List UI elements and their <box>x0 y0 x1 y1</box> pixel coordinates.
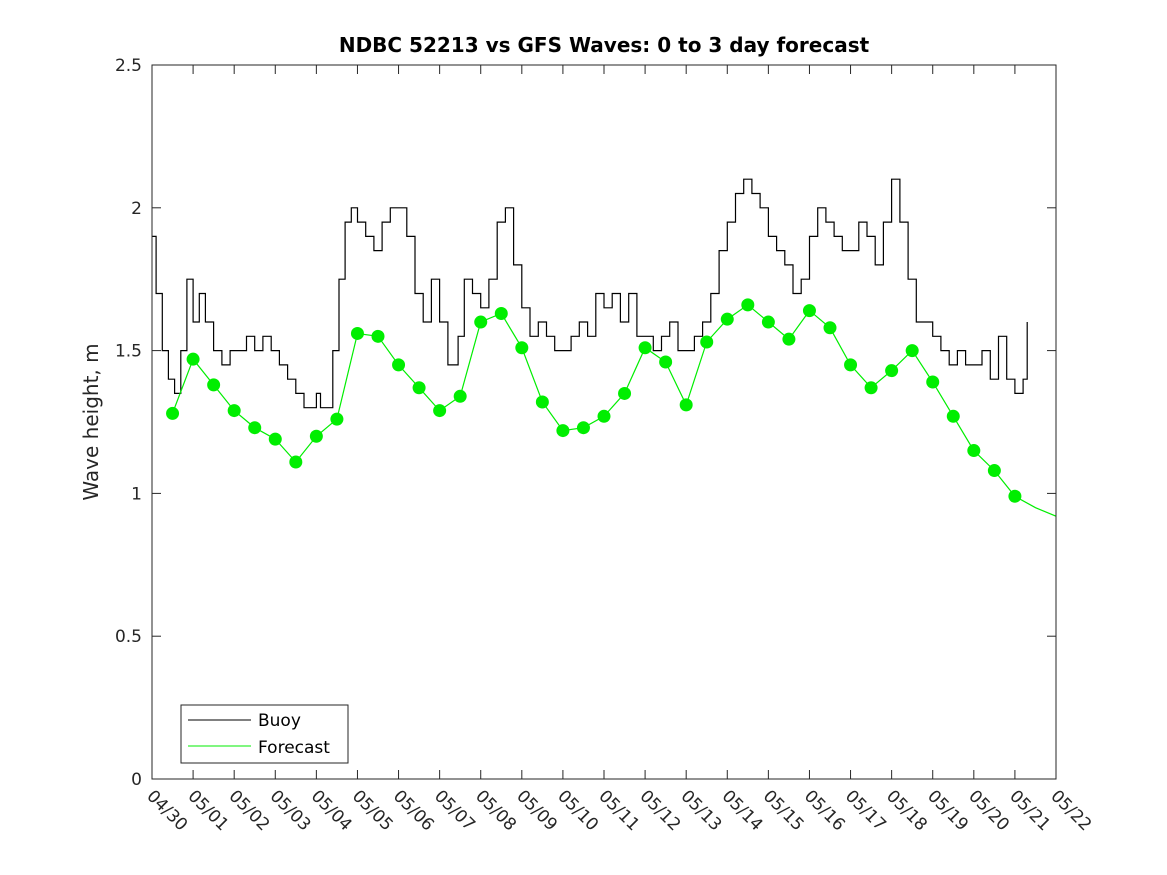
legend-label-buoy: Buoy <box>258 711 301 731</box>
y-axis: 0 0.5 1 1.5 2 2.5 <box>115 56 1056 790</box>
forecast-point <box>987 464 1001 478</box>
forecast-point <box>926 375 940 389</box>
buoy-series <box>152 178 1028 409</box>
legend-label-forecast: Forecast <box>258 738 330 758</box>
forecast-point <box>412 381 426 395</box>
forecast-point <box>207 378 221 392</box>
forecast-point <box>371 329 385 343</box>
forecast-point <box>905 344 919 358</box>
forecast-point <box>186 352 200 366</box>
forecast-point <box>433 404 447 418</box>
forecast-point <box>946 409 960 423</box>
forecast-point <box>392 358 406 372</box>
y-tick-label: 0.5 <box>115 627 142 647</box>
forecast-point <box>453 389 467 403</box>
y-tick-label: 0 <box>131 770 142 790</box>
forecast-point <box>597 409 611 423</box>
forecast-point <box>309 429 323 443</box>
forecast-point <box>761 315 775 329</box>
forecast-point <box>474 315 488 329</box>
forecast-point <box>844 358 858 372</box>
forecast-point <box>659 355 673 369</box>
forecast-point <box>166 406 180 420</box>
forecast-point <box>330 412 344 426</box>
forecast-point <box>576 421 590 435</box>
y-tick-label: 2 <box>131 199 142 219</box>
forecast-point <box>289 455 303 469</box>
forecast-point <box>782 332 796 346</box>
forecast-point <box>515 341 529 355</box>
legend-box <box>180 704 349 764</box>
forecast-point <box>350 326 364 340</box>
y-tick-label: 1.5 <box>115 342 142 362</box>
forecast-point <box>227 404 241 418</box>
forecast-point <box>823 321 837 335</box>
forecast-point <box>1008 489 1022 503</box>
forecast-point <box>248 421 262 435</box>
legend: Buoy Forecast <box>180 704 349 764</box>
chart-title: NDBC 52213 vs GFS Waves: 0 to 3 day fore… <box>339 33 870 57</box>
forecast-point <box>556 424 570 438</box>
forecast-point <box>700 335 714 349</box>
forecast-point <box>864 381 878 395</box>
forecast-point <box>268 432 282 446</box>
forecast-point <box>741 298 755 312</box>
y-axis-title: Wave height, m <box>79 343 103 500</box>
forecast-point <box>618 386 632 400</box>
forecast-point <box>967 444 981 458</box>
forecast-point <box>494 306 508 320</box>
forecast-point <box>679 398 693 412</box>
y-tick-label: 2.5 <box>115 56 142 76</box>
forecast-point <box>885 364 899 378</box>
forecast-point <box>720 312 734 326</box>
buoy-line <box>152 178 1028 409</box>
forecast-point <box>535 395 549 409</box>
forecast-point <box>802 304 816 318</box>
forecast-series <box>166 298 1057 517</box>
forecast-point <box>638 341 652 355</box>
y-tick-label: 1 <box>131 484 142 504</box>
